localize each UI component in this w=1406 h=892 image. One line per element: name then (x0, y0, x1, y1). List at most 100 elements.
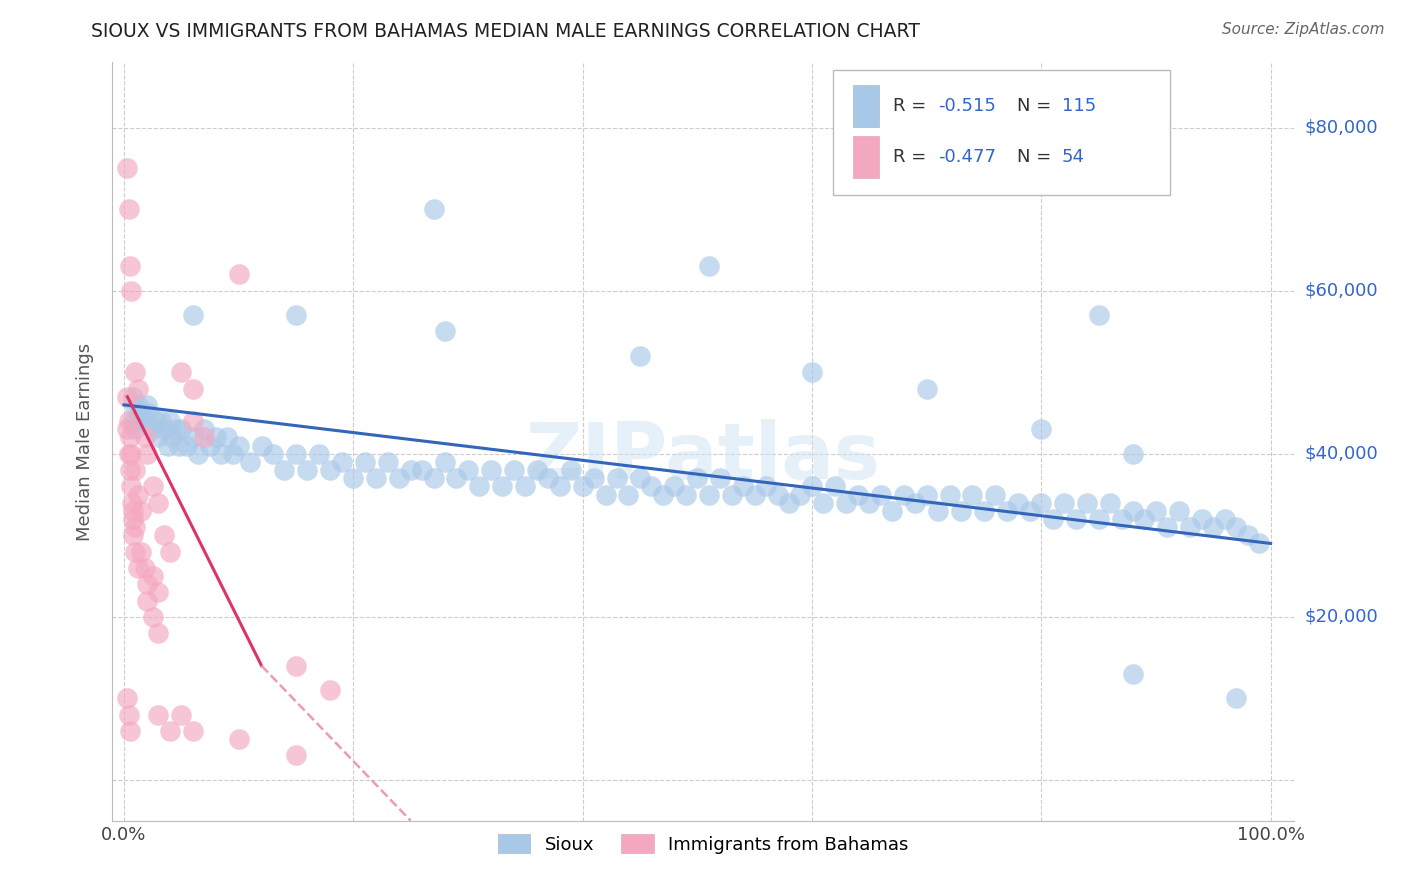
Point (915, 487, 938, 501)
Point (181, 430, 204, 444)
Point (148, 707, 170, 722)
Point (1064, 512, 1087, 526)
Point (117, 414, 139, 428)
Point (170, 422, 193, 436)
Point (148, 626, 170, 640)
Point (515, 479, 537, 493)
Point (122, 512, 145, 526)
Point (995, 504, 1018, 518)
Point (686, 471, 709, 485)
Point (342, 471, 364, 485)
Point (117, 707, 139, 722)
Point (800, 365, 823, 379)
Point (118, 463, 141, 477)
Text: SIOUX VS IMMIGRANTS FROM BAHAMAS MEDIAN MALE EARNINGS CORRELATION CHART: SIOUX VS IMMIGRANTS FROM BAHAMAS MEDIAN … (91, 22, 921, 41)
Point (1031, 422, 1053, 436)
Point (117, 161, 139, 176)
Point (120, 479, 142, 493)
Point (813, 496, 835, 510)
Point (181, 382, 204, 396)
Point (330, 455, 353, 469)
Point (882, 504, 904, 518)
Point (228, 732, 250, 747)
Point (457, 463, 479, 477)
Point (149, 414, 172, 428)
Point (319, 463, 342, 477)
Text: $80,000: $80,000 (1305, 119, 1378, 136)
Point (1111, 512, 1133, 526)
Point (526, 463, 548, 477)
Point (134, 430, 156, 444)
Point (984, 487, 1007, 501)
Point (1122, 447, 1144, 461)
Point (1031, 496, 1053, 510)
Point (628, 471, 651, 485)
Point (176, 439, 198, 453)
Point (138, 406, 160, 420)
Point (118, 259, 141, 273)
Point (142, 479, 165, 493)
Point (142, 610, 165, 624)
Point (181, 414, 204, 428)
Point (571, 479, 593, 493)
Point (1180, 520, 1202, 534)
Point (1213, 512, 1236, 526)
Point (148, 496, 170, 510)
Point (284, 748, 307, 763)
Point (434, 455, 457, 469)
Text: N =: N = (1017, 96, 1057, 115)
Point (122, 504, 145, 518)
Point (479, 463, 502, 477)
Point (1225, 691, 1247, 706)
Point (170, 707, 193, 722)
Point (434, 325, 457, 339)
Point (262, 447, 284, 461)
Point (446, 471, 468, 485)
Point (800, 479, 823, 493)
Text: R =: R = (893, 148, 932, 166)
Point (697, 259, 720, 273)
Point (869, 487, 891, 501)
Point (156, 439, 179, 453)
Point (124, 365, 146, 379)
Point (145, 414, 167, 428)
Point (148, 585, 170, 599)
Point (583, 471, 606, 485)
Point (129, 406, 152, 420)
Point (1099, 496, 1122, 510)
Point (377, 455, 399, 469)
Point (127, 382, 149, 396)
Point (893, 487, 915, 501)
Point (122, 528, 145, 542)
Point (124, 422, 146, 436)
Point (120, 447, 142, 461)
Point (129, 504, 152, 518)
Point (129, 544, 152, 558)
Point (160, 430, 183, 444)
Point (422, 202, 444, 217)
Point (651, 487, 673, 501)
Point (273, 463, 295, 477)
Point (560, 463, 582, 477)
Point (617, 487, 640, 501)
Point (117, 422, 139, 436)
Point (193, 430, 215, 444)
Text: 54: 54 (1062, 148, 1085, 166)
Point (962, 487, 984, 501)
Point (537, 471, 560, 485)
Point (165, 422, 187, 436)
Point (124, 544, 146, 558)
Point (1249, 536, 1271, 550)
Text: ZIPatlas: ZIPatlas (526, 418, 880, 495)
Point (766, 487, 789, 501)
Point (422, 471, 444, 485)
Point (1122, 666, 1144, 681)
Text: R =: R = (893, 96, 932, 115)
Text: $20,000: $20,000 (1305, 607, 1378, 626)
FancyBboxPatch shape (832, 70, 1170, 195)
Point (1053, 496, 1076, 510)
Point (239, 455, 262, 469)
Point (159, 544, 181, 558)
Point (153, 528, 176, 542)
Point (709, 471, 731, 485)
